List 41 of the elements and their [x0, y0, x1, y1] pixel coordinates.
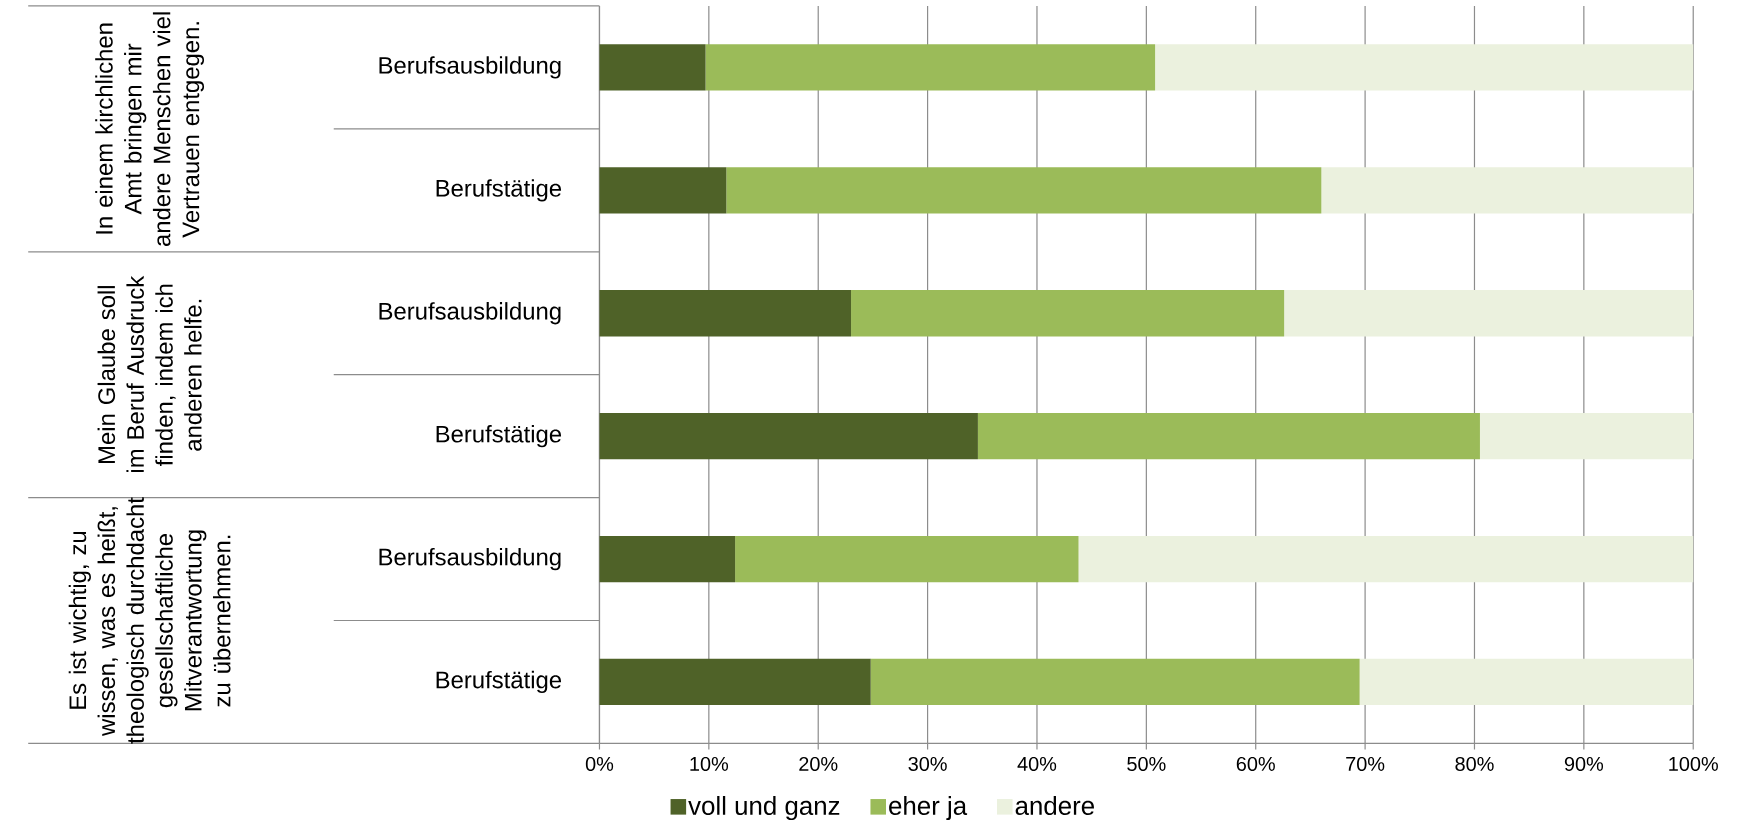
bar — [599, 290, 852, 337]
bar — [1359, 658, 1694, 706]
x-tick-label: 80% — [1455, 756, 1494, 771]
bar — [1479, 413, 1694, 460]
text: In einem kirchlichen Amt bringen mir andere Menschen viel Vertrauen entgegen. — [95, 12, 205, 247]
bar — [1321, 167, 1694, 214]
bar — [726, 167, 1322, 214]
x-tick-label: 10% — [690, 756, 729, 771]
text: Mein Glaube soll im Beruf Ausdruck finden, indem ich anderen helfe. — [97, 275, 202, 472]
x-tick-label: 70% — [1346, 756, 1385, 771]
x-tick-label: 0% — [585, 756, 614, 771]
legend-label: eher ja — [889, 795, 968, 821]
x-tick-label: 100% — [1669, 756, 1718, 771]
bar — [599, 44, 706, 91]
bar — [1284, 290, 1694, 337]
bar — [599, 658, 871, 706]
legend-label: voll und ganz — [688, 795, 840, 821]
x-tick-label: 20% — [799, 756, 838, 771]
text: Es ist wichtig, zu wissen, was es heißt, theologisch durchdacht gesellschaftliche Mitverantwortung zu übernehmen. — [68, 497, 231, 744]
bar — [977, 413, 1480, 460]
y-tick-label: Berufsausbildung — [379, 302, 561, 325]
bar — [599, 535, 736, 583]
y-tick-label: Berufstätige — [436, 179, 562, 202]
y-tick-label: Berufstätige — [436, 425, 562, 448]
y-tick-label: Berufsausbildung — [379, 547, 561, 571]
bar — [735, 535, 1079, 583]
y-tick-label: Berufstätige — [436, 670, 562, 694]
x-tick-label: 60% — [1236, 756, 1275, 771]
bar — [1155, 44, 1694, 91]
bar — [1078, 535, 1694, 583]
bar — [599, 413, 978, 460]
legend-label: andere — [1015, 795, 1094, 815]
x-tick-label: 50% — [1127, 756, 1166, 771]
bar — [599, 167, 727, 214]
y-tick-label: Berufsausbildung — [379, 56, 561, 79]
bar — [870, 658, 1360, 706]
bar — [851, 290, 1285, 337]
x-tick-label: 90% — [1564, 756, 1604, 771]
x-tick-label: 30% — [908, 756, 947, 771]
bar — [705, 44, 1156, 91]
x-tick-label: 40% — [1017, 756, 1057, 771]
